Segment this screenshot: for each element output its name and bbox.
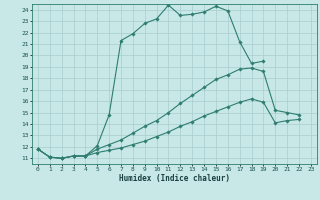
X-axis label: Humidex (Indice chaleur): Humidex (Indice chaleur): [119, 174, 230, 183]
